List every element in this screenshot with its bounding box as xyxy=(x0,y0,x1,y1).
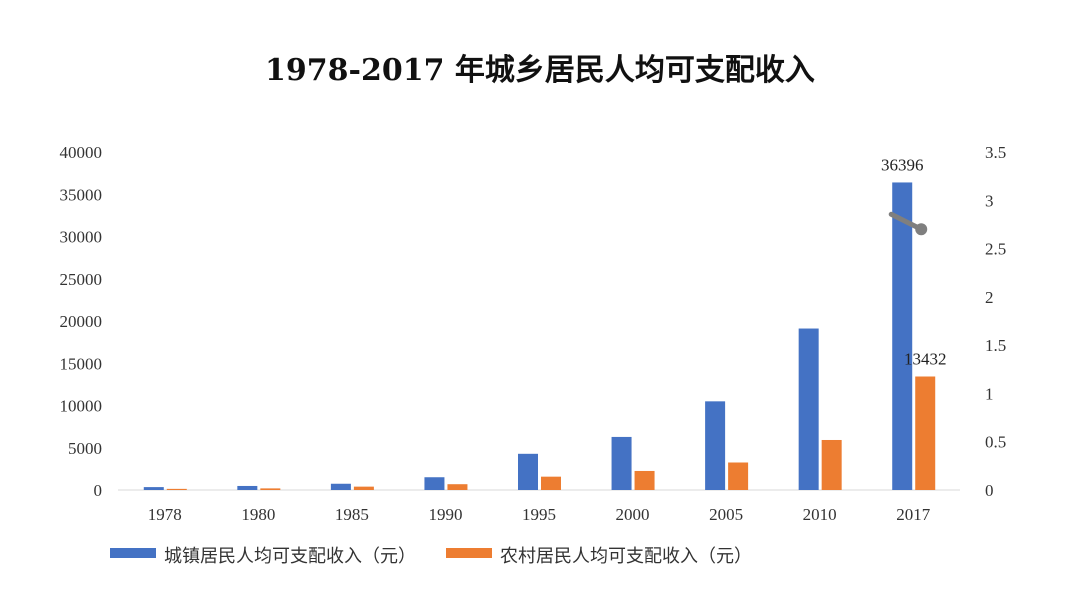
x-tick-label: 2000 xyxy=(616,505,650,524)
x-tick-label: 1985 xyxy=(335,505,369,524)
bar-rural-1985 xyxy=(353,486,374,490)
ratio-marker-point xyxy=(915,223,928,236)
bar-rural-1978 xyxy=(166,488,187,490)
y-left-tick-label: 0 xyxy=(94,481,103,500)
y-right-tick-label: 2 xyxy=(985,288,994,307)
legend-swatch xyxy=(446,548,492,558)
x-tick-label: 2017 xyxy=(896,505,931,524)
y-right-tick-label: 3 xyxy=(985,191,994,210)
bar-urban-1990 xyxy=(424,477,445,490)
bar-urban-2000 xyxy=(611,436,632,490)
y-left-tick-label: 15000 xyxy=(60,354,103,373)
bar-urban-1995 xyxy=(518,453,538,490)
legend-label: 农村居民人均可支配收入（元） xyxy=(500,546,752,567)
y-right-tick-label: 2.5 xyxy=(985,240,1006,259)
bar-rural-2017 xyxy=(915,376,936,490)
bar-urban-1980 xyxy=(237,485,258,490)
x-tick-label: 2005 xyxy=(709,505,743,524)
legend-label: 城镇居民人均可支配收入（元） xyxy=(164,546,416,567)
y-left-tick-label: 35000 xyxy=(60,185,103,204)
legend: 城镇居民人均可支配收入（元） 农村居民人均可支配收入（元） xyxy=(110,546,752,567)
bar-rural-2010 xyxy=(821,439,842,490)
data-label: 13432 xyxy=(904,349,947,368)
bar-urban-1985 xyxy=(330,483,351,490)
x-tick-label: 1990 xyxy=(428,505,462,524)
y-left-tick-label: 5000 xyxy=(68,439,102,458)
y-right-tick-label: 3.5 xyxy=(985,143,1006,162)
y-right-tick-label: 0.5 xyxy=(985,433,1006,452)
x-tick-label: 2010 xyxy=(803,505,837,524)
y-right-tick-label: 1.5 xyxy=(985,336,1006,355)
y-left-tick-label: 20000 xyxy=(60,312,103,331)
y-right-tick-label: 0 xyxy=(985,481,994,500)
y-left-tick-label: 40000 xyxy=(60,143,103,162)
y-left-tick-label: 30000 xyxy=(60,228,103,247)
legend-swatch xyxy=(110,548,156,558)
bar-urban-2010 xyxy=(798,328,819,490)
x-tick-label: 1995 xyxy=(522,505,556,524)
bar-rural-1995 xyxy=(541,476,561,490)
bar-urban-2017 xyxy=(892,182,913,490)
bar-rural-2000 xyxy=(634,470,655,490)
x-tick-label: 1980 xyxy=(241,505,275,524)
bar-urban-2005 xyxy=(705,401,726,490)
plot-area: 0500010000150002000025000300003500040000… xyxy=(60,143,1007,524)
y-right-tick-label: 1 xyxy=(985,384,994,403)
x-tick-label: 1978 xyxy=(148,505,182,524)
y-left-tick-label: 25000 xyxy=(60,270,103,289)
chart-title: 1978-2017 年城乡居民人均可支配收入 xyxy=(265,53,815,88)
y-left-tick-label: 10000 xyxy=(60,397,103,416)
bar-urban-1978 xyxy=(143,487,164,490)
data-label: 36396 xyxy=(881,155,924,174)
ratio-line-segment xyxy=(888,211,922,231)
bar-rural-1980 xyxy=(260,488,281,490)
bar-rural-1990 xyxy=(447,484,468,490)
bar-rural-2005 xyxy=(728,462,749,490)
